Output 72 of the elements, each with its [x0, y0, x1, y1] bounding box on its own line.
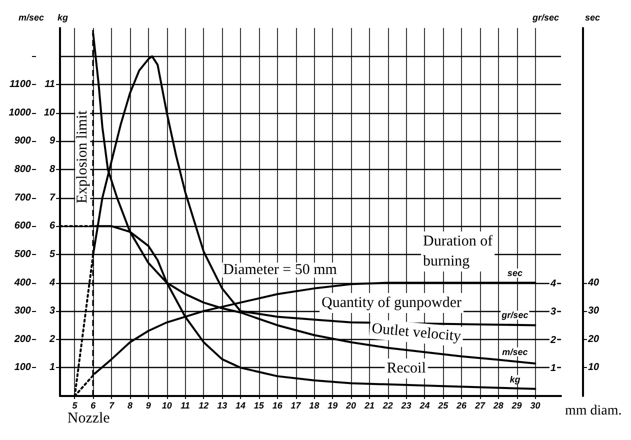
y2-axis-title: kg: [57, 12, 68, 22]
x-tick-label: 10: [162, 400, 172, 410]
x-tick-label: 21: [363, 400, 374, 410]
x-tick-label: 7: [109, 400, 116, 410]
annotation: 2: [549, 334, 556, 346]
y-tick-label: 1000: [8, 107, 32, 118]
x-tick-label: 14: [236, 400, 246, 410]
y2-tick-label: 6: [49, 220, 56, 232]
text: Outlet velocity: [371, 320, 462, 345]
x-tick-label: 8: [127, 400, 132, 410]
y2-tick-label: 3: [49, 306, 56, 317]
y3-tick-label: 10: [588, 362, 600, 374]
x-tick-label: 23: [400, 400, 412, 410]
y2-tick-label: 11: [44, 79, 56, 90]
x-tick-label: 28: [492, 400, 504, 410]
y-tick-label: 600: [14, 220, 32, 232]
y-tick-label: 100: [14, 362, 32, 374]
series-label: Quantity of gunpowder: [322, 295, 462, 312]
annotation: 1: [550, 363, 556, 374]
y2-tick-label: 10: [44, 107, 56, 118]
annotation: 3: [550, 306, 556, 318]
y-tick-label: 900: [14, 136, 32, 147]
x-tick-label: 9: [146, 400, 151, 410]
x-tick-label: 29: [510, 400, 522, 410]
y-tick-label: 300: [14, 306, 32, 317]
text: gr/sec: [531, 12, 559, 22]
text: Nozzle: [67, 410, 110, 426]
y2-tick-label: 4: [48, 277, 56, 288]
x-tick-label: 26: [456, 400, 468, 410]
ref-line-label: Explosion limit: [74, 110, 91, 204]
y3-tick-label: 20: [587, 334, 600, 345]
y-tick-label: 500: [14, 248, 32, 260]
annotation: sec: [507, 268, 522, 278]
x-tick-label: 25: [437, 400, 450, 410]
series-label: Duration of burning: [423, 233, 493, 270]
x-tick-label: 12: [198, 400, 209, 410]
annotation: gr/sec: [500, 310, 528, 320]
y-tick-label: 1100: [9, 79, 32, 90]
x-tick-label: 30: [530, 400, 540, 410]
annotation: 4: [549, 278, 556, 290]
y2-tick-label: 9: [49, 136, 56, 147]
y2-tick-label: 1: [49, 362, 56, 374]
y2-tick-label: 2: [48, 334, 56, 345]
y3-tick-label: 40: [587, 277, 600, 288]
y2-tick-label: 5: [49, 248, 56, 260]
x-tick-label: 11: [180, 400, 190, 410]
x-tick-label: 16: [272, 400, 284, 410]
y-tick-label: 700: [14, 192, 32, 204]
y2-tick-label: 8: [49, 164, 56, 176]
y-axis-title: m/sec: [18, 12, 44, 22]
x-tick-label: 15: [254, 400, 265, 410]
annotation: m/sec: [502, 346, 528, 357]
annotation: Diameter = 50 mm: [223, 262, 338, 278]
x-tick-label: 18: [309, 400, 320, 410]
x-tick-label: 5: [72, 400, 78, 410]
x-tick-label: 20: [345, 400, 356, 410]
y2-tick-label: 7: [49, 192, 56, 204]
x-tick-label: 22: [382, 400, 393, 410]
y-tick-label: 400: [13, 277, 32, 288]
x-tick-label: 17: [290, 400, 302, 410]
y3-axis-title: sec: [585, 12, 600, 22]
y-tick-label: 800: [14, 164, 32, 176]
x-tick-label: 13: [217, 400, 228, 410]
x-axis-title: mm diam.: [565, 404, 622, 418]
x-tick-label: 24: [418, 400, 430, 410]
y-tick-label: 200: [13, 334, 32, 345]
y3-tick-label: 30: [588, 306, 600, 317]
x-tick-label: 27: [474, 400, 486, 410]
annotation: kg: [510, 374, 521, 385]
x-tick-label: 19: [328, 400, 338, 410]
x-tick-label: 6: [90, 400, 97, 410]
series-label: Recoil: [386, 360, 426, 376]
